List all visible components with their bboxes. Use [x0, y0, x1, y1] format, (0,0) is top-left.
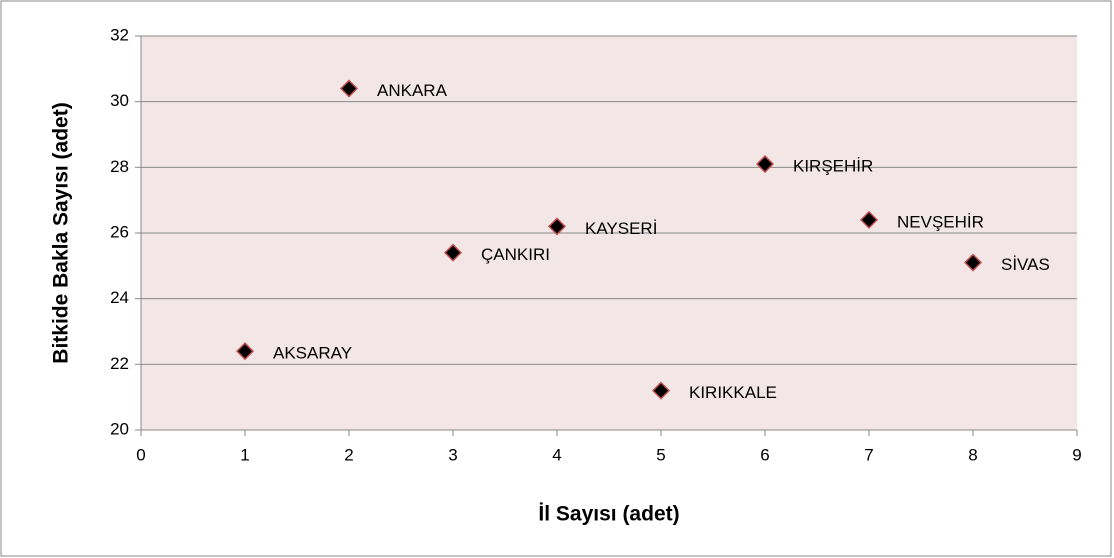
point — [651, 381, 671, 400]
point — [235, 342, 255, 361]
x-axis-title: İl Sayısı (adet) — [538, 503, 679, 526]
x-tick-label: 9 — [1072, 445, 1081, 464]
x-tick-label: 5 — [656, 445, 665, 464]
x-tick-label: 8 — [968, 445, 977, 464]
point-label: ÇANKIRI — [481, 245, 550, 264]
y-tick-label: 32 — [110, 25, 129, 44]
y-tick-label: 28 — [110, 157, 129, 176]
point — [443, 243, 463, 262]
x-tick-label: 1 — [240, 445, 249, 464]
point-label: AKSARAY — [273, 344, 352, 363]
y-tick-label: 20 — [110, 419, 129, 438]
point-label: KIRŞEHİR — [793, 157, 873, 176]
point — [547, 217, 567, 236]
point — [963, 253, 983, 272]
y-tick-label: 22 — [110, 354, 129, 373]
point-label: NEVŞEHİR — [897, 212, 984, 231]
point — [755, 154, 775, 174]
x-tick-label: 2 — [344, 445, 353, 464]
x-tick-label: 4 — [552, 445, 561, 464]
x-tick-label: 7 — [864, 445, 873, 464]
point — [339, 79, 359, 98]
x-tick-label: 3 — [448, 445, 457, 464]
y-tick-label: 24 — [110, 288, 129, 307]
x-tick-label: 0 — [136, 445, 145, 464]
y-axis-title: Bitkide Bakla Sayısı (adet) — [50, 102, 73, 363]
point-label: KAYSERİ — [585, 219, 657, 238]
point-label: KIRIKKALE — [689, 383, 777, 402]
y-tick-label: 26 — [110, 222, 129, 241]
x-tick-label: 6 — [760, 445, 769, 464]
point-label: SİVAS — [1001, 255, 1050, 274]
point — [859, 210, 879, 229]
point-label: ANKARA — [377, 81, 448, 100]
y-tick-label: 30 — [110, 91, 129, 110]
